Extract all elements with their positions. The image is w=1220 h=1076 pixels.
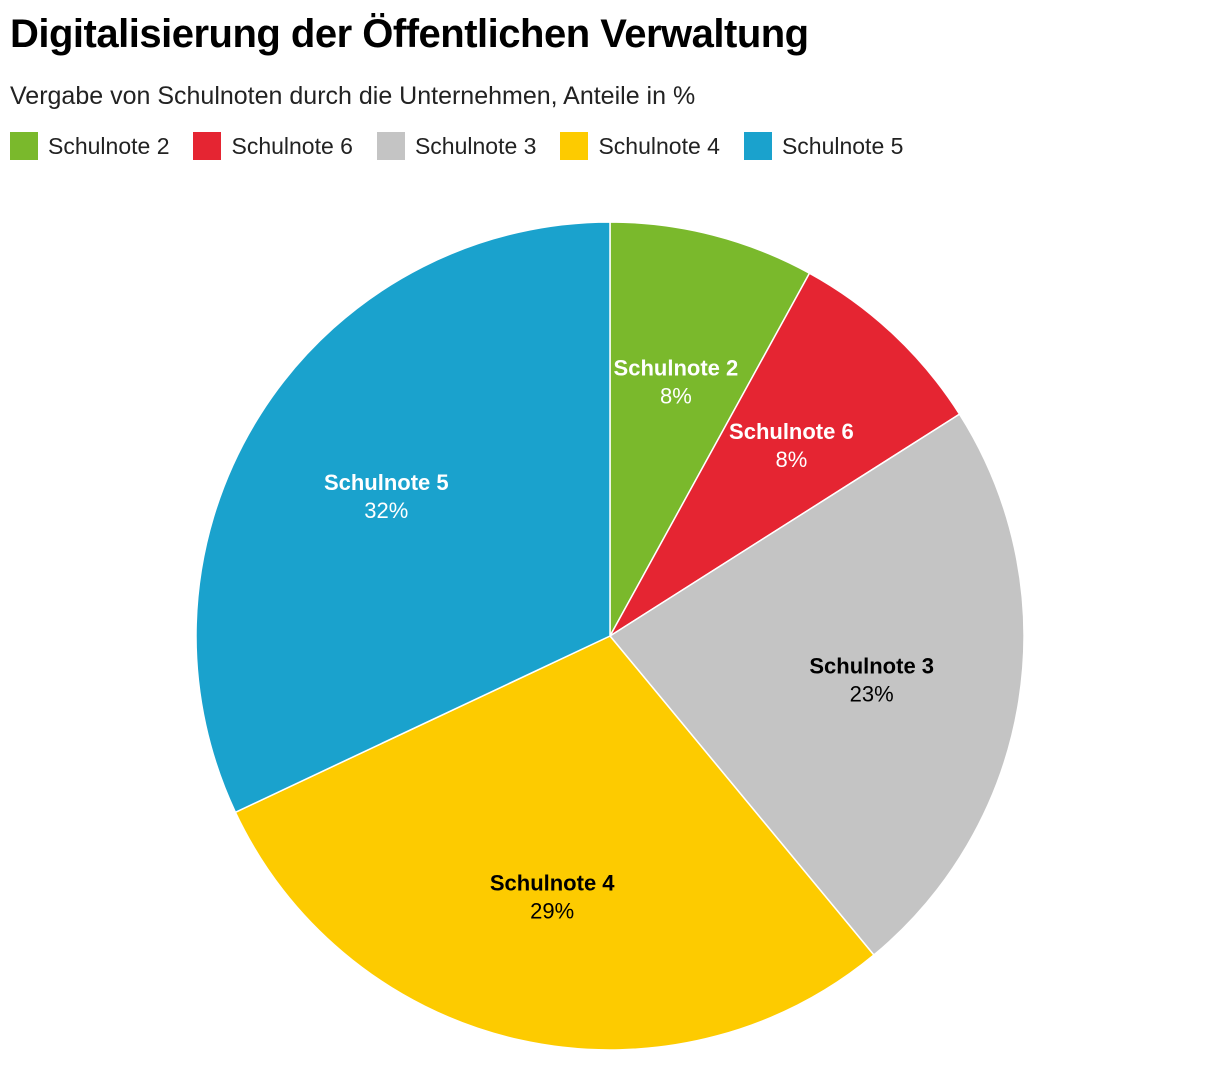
- slice-value-schulnote-3: 23%: [850, 681, 894, 706]
- legend-label-schulnote-5: Schulnote 5: [781, 132, 904, 159]
- slice-value-schulnote-6: 8%: [775, 447, 807, 472]
- legend-label-schulnote-2: Schulnote 2: [48, 132, 170, 159]
- legend-swatch-schulnote-3: [376, 132, 405, 160]
- pie-slice-schulnote-2[interactable]: [609, 221, 811, 637]
- chart-title: Digitalisierung der Öffentlichen Verwalt…: [10, 12, 809, 56]
- pie-slice-schulnote-3[interactable]: [608, 413, 1025, 957]
- slice-label-schulnote-4: Schulnote 4: [490, 871, 615, 896]
- chart-subtitle: Vergabe von Schulnoten durch die Unterne…: [10, 82, 696, 110]
- legend-label-schulnote-6: Schulnote 6: [231, 132, 353, 159]
- legend-item-schulnote-4[interactable]: Schulnote 4: [560, 132, 720, 160]
- legend-item-schulnote-6[interactable]: Schulnote 6: [193, 132, 353, 160]
- pie-slices: [195, 221, 1025, 1051]
- legend-label-schulnote-4: Schulnote 4: [598, 132, 720, 159]
- slice-value-schulnote-4: 29%: [530, 899, 574, 924]
- legend-swatch-schulnote-5: [743, 132, 772, 160]
- legend: Schulnote 2 Schulnote 6 Schulnote 3 Schu…: [10, 132, 927, 160]
- pie-slice-schulnote-5[interactable]: [195, 221, 611, 814]
- legend-swatch-schulnote-4: [560, 132, 589, 160]
- slice-label-schulnote-3: Schulnote 3: [809, 653, 934, 678]
- slice-label-schulnote-5: Schulnote 5: [324, 470, 449, 495]
- legend-item-schulnote-5[interactable]: Schulnote 5: [743, 132, 904, 160]
- pie-labels: Schulnote 2 8% Schulnote 6 8% Schulnote 3 23%…: [324, 355, 934, 923]
- slice-value-schulnote-5: 32%: [364, 498, 408, 523]
- slice-label-schulnote-2: Schulnote 2: [614, 355, 739, 380]
- legend-swatch-schulnote-2: [10, 132, 38, 160]
- pie-slice-schulnote-4[interactable]: [234, 635, 875, 1051]
- legend-item-schulnote-2[interactable]: Schulnote 2: [10, 132, 169, 160]
- legend-label-schulnote-3: Schulnote 3: [414, 132, 537, 159]
- slice-label-schulnote-6: Schulnote 6: [729, 419, 854, 444]
- pie-slice-schulnote-6[interactable]: [609, 272, 961, 637]
- legend-swatch-schulnote-6: [193, 132, 222, 160]
- slice-value-schulnote-2: 8%: [660, 383, 692, 408]
- legend-item-schulnote-3[interactable]: Schulnote 3: [376, 132, 537, 160]
